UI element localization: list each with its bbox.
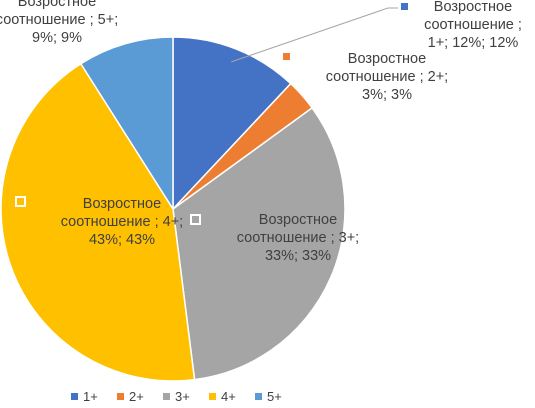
legend-label-4-plus: 4+: [221, 389, 236, 404]
legend-label-3-plus: 3+: [175, 389, 190, 404]
data-label-5-plus: Возростное соотношение ; 5+; 9%; 9%: [0, 0, 118, 46]
pie-slices: [0, 36, 346, 382]
legend-swatch-3-plus: [163, 393, 170, 400]
legend-swatch-5-plus: [255, 393, 262, 400]
legend-swatch-2-plus: [117, 393, 124, 400]
pie-slice-1-plus: [172, 36, 292, 211]
label-key-3-plus: [190, 214, 201, 225]
legend: 1+ 2+ 3+ 4+ 5+: [71, 389, 282, 404]
leader-line-1-plus: [231, 7, 398, 63]
data-label-4-plus: Возростное соотношение ; 4+; 43%; 43%: [61, 196, 183, 248]
label-key-2-plus: [283, 53, 290, 60]
leader-lines: [231, 7, 398, 63]
data-label-2-plus: Возростное соотношение ; 2+; 3%; 3%: [326, 51, 448, 103]
legend-label-1-plus: 1+: [83, 389, 98, 404]
pie-slice-4-plus: [0, 62, 196, 382]
pie-slice-3-plus: [172, 106, 346, 381]
legend-label-5-plus: 5+: [267, 389, 282, 404]
label-key-4-plus: [15, 196, 26, 207]
legend-swatch-4-plus: [209, 393, 216, 400]
legend-label-2-plus: 2+: [129, 389, 144, 404]
data-label-1-plus: Возростное соотношение ; 1+; 12%; 12%: [424, 0, 522, 51]
pie-slice-5-plus: [79, 36, 174, 212]
label-key-1-plus: [401, 3, 408, 10]
data-label-3-plus: Возростное соотношение ; 3+; 33%; 33%: [237, 212, 359, 264]
data-labels: Возростное соотношение ; 1+; 12%; 12%Возро…: [0, 0, 522, 264]
legend-swatch-1-plus: [71, 393, 78, 400]
